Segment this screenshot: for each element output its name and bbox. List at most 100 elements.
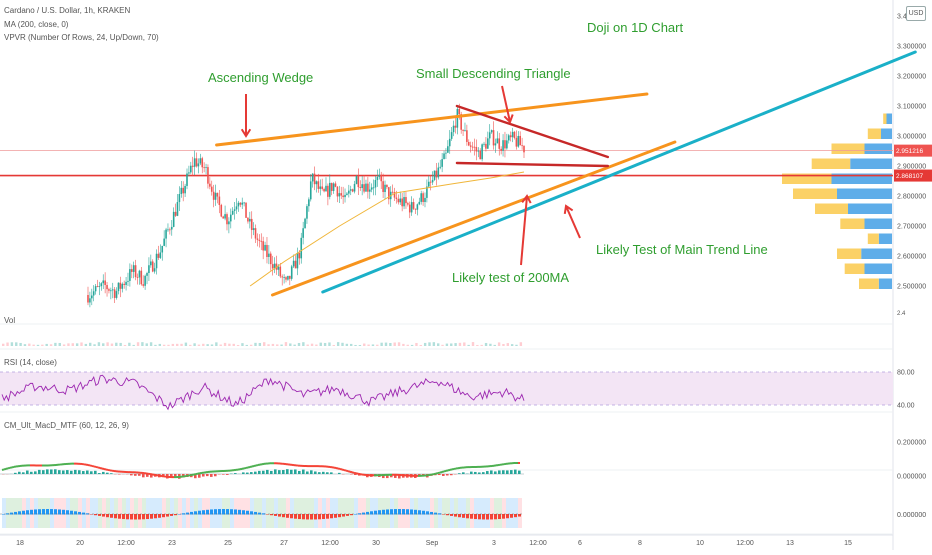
macd-bg-strip [98,498,102,528]
candle-body [523,146,525,152]
candle-body [127,281,129,282]
macd-histogram-bar [518,471,521,474]
volume-bar [367,345,369,346]
macd-histogram-bar [442,474,445,476]
candle-body [371,187,373,189]
volume-bar [154,345,156,346]
macd-histogram-bar [90,471,93,474]
volume-bar [293,345,295,346]
macd-histogram-bar [514,470,517,474]
volume-profile-down-bar [859,279,879,290]
macd-bg-strip [358,498,362,528]
macd-line-segment [442,471,444,472]
volume-bar [93,344,95,346]
candle-body [253,228,255,230]
macd-bg-strip [482,498,486,528]
macd-histogram-bar [498,470,501,474]
macd-bg-strip [154,498,158,528]
candle-body [479,151,481,159]
candle-body [142,284,144,286]
macd-bg-strip [470,498,474,528]
volume-bar [494,345,496,346]
candle-body [243,203,245,204]
candle-body [163,239,165,246]
macd-bg-strip [466,498,470,528]
volume-bar [63,344,65,346]
macd-bg-strip [286,498,290,528]
volume-profile-up-bar [848,204,892,215]
macd-lower-histogram-bar [486,514,489,519]
candle-body [255,228,257,238]
currency-badge[interactable]: USD [906,6,926,21]
volume-bar [280,345,282,346]
macd-histogram-bar [278,470,281,474]
macd-bg-strip [498,498,502,528]
candle-body [234,209,236,211]
candle-body [478,151,480,152]
macd-lower-histogram-bar [134,514,137,520]
candle-body [312,174,314,182]
macd-lower-histogram-bar [490,514,493,519]
macd-line-segment [6,468,8,469]
macd-bg-strip [486,498,490,528]
candle-body [287,276,289,280]
volume-bar [485,343,487,346]
macd-line-segment [352,472,354,473]
macd-histogram-bar [46,469,49,474]
candle-body [257,239,259,240]
volume-bar [472,342,474,346]
macd-bg-strip [146,498,150,528]
macd-lower-histogram-bar [234,509,237,514]
candle-body [512,132,514,137]
volume-bar [72,343,74,346]
volume-profile-up-bar [865,219,893,230]
volume-bar [6,343,8,346]
candle-body [110,290,112,291]
candle-body [405,197,407,203]
volume-bar [41,345,43,346]
macd-histogram-bar [202,474,205,477]
candle-body [344,195,346,197]
rsi-pane-label: RSI (14, close) [4,358,57,367]
macd-histogram-bar [94,471,97,474]
macd-lower-histogram-bar [298,514,301,519]
candle-body [144,276,146,286]
macd-bg-strip [118,498,122,528]
time-axis-label: Sep [426,540,439,547]
macd-bg-strip [150,498,154,528]
time-axis-label: 23 [168,540,176,547]
macd-histogram-bar [58,470,61,474]
macd-bg-strip [518,498,522,528]
macd-lower-histogram-bar [10,513,13,515]
time-axis-label: 10 [696,540,704,547]
macd-bg-strip [110,498,114,528]
volume-bar [337,342,339,346]
macd-lower-histogram-bar [166,514,169,517]
volume-bar [476,345,478,346]
candle-body [264,245,266,251]
macd-histogram-bar [102,472,105,474]
macd-lower-histogram-bar [514,514,517,517]
macd-lower-histogram-bar [170,514,173,516]
macd-lower-histogram-bar [46,509,49,515]
macd-bg-strip [102,498,106,528]
candle-body [182,188,184,193]
candle-body [297,253,299,268]
price-tick-label: 3.300000 [897,44,926,51]
macd-lower-histogram-bar [62,510,65,515]
macd-histogram-bar [22,472,25,474]
macd-lower-histogram-bar [162,514,165,517]
macd-tick-label: 0.200000 [897,440,926,447]
volume-bar [276,344,278,346]
candle-body [146,273,148,276]
candle-body [230,215,232,222]
candle-body [382,181,384,192]
macd-bg-strip [338,498,342,528]
macd-lower-histogram-bar [282,514,285,517]
macd-histogram-bar [302,470,305,474]
macd-histogram-bar [270,471,273,474]
macd-lower-histogram-bar [226,509,229,514]
volume-bar [106,342,108,346]
candle-body [337,187,339,197]
volume-bar [450,343,452,346]
